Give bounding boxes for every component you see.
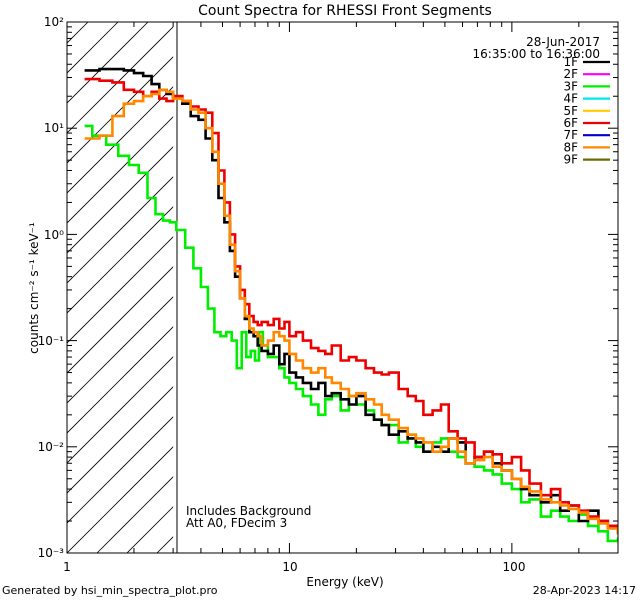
chart-title: Count Spectra for RHESSI Front Segments bbox=[198, 3, 492, 19]
hatch-line bbox=[427, 22, 640, 553]
legend-label-6F: 6F bbox=[563, 116, 578, 130]
hatch-line bbox=[67, 236, 174, 344]
hatch-line bbox=[307, 22, 640, 553]
hatch-line bbox=[67, 56, 174, 164]
x-tick-label-1: 1 bbox=[63, 560, 71, 574]
hatch-line bbox=[457, 22, 640, 553]
x-axis-label: Energy (keV) bbox=[306, 575, 383, 589]
hatch-line bbox=[0, 22, 28, 553]
hatch-line bbox=[67, 22, 149, 104]
series-line-8F bbox=[84, 88, 618, 535]
y-tick-label-1e1: 10¹ bbox=[44, 121, 64, 135]
hatch-line bbox=[367, 22, 640, 553]
y-tick-label-1e-2: 10⁻² bbox=[38, 440, 65, 454]
hatch-line bbox=[67, 206, 174, 314]
date-label: 28-Jun-2017 bbox=[526, 35, 600, 49]
y-tick-label-1e0: 10⁰ bbox=[44, 228, 64, 242]
legend-label-3F: 3F bbox=[563, 79, 578, 93]
hatch-line bbox=[577, 22, 640, 553]
hatched-region bbox=[0, 22, 640, 553]
hatch-line bbox=[517, 22, 640, 553]
legend-label-2F: 2F bbox=[563, 67, 578, 81]
hatch-line bbox=[547, 22, 640, 553]
legend-label-4F: 4F bbox=[563, 92, 578, 106]
hatch-line bbox=[67, 86, 174, 194]
hatch-line bbox=[607, 22, 640, 553]
footer-generator: Generated by hsi_min_spectra_plot.pro bbox=[2, 584, 218, 597]
hatch-line bbox=[67, 266, 174, 374]
hatch-line bbox=[67, 146, 174, 254]
legend-label-1F: 1F bbox=[563, 55, 578, 69]
series-line-3F bbox=[84, 124, 618, 543]
y-tick-label-1e-1: 10⁻¹ bbox=[38, 334, 65, 348]
hatch-line bbox=[67, 176, 174, 284]
y-tick-label-1e-3: 10⁻³ bbox=[38, 546, 65, 560]
x-tick-label-10: 10 bbox=[282, 560, 297, 574]
legend-label-8F: 8F bbox=[563, 140, 578, 154]
legend-label-5F: 5F bbox=[563, 104, 578, 118]
plot-frame bbox=[66, 21, 619, 554]
x-tick-label-100: 100 bbox=[503, 560, 526, 574]
hatch-line bbox=[67, 22, 119, 74]
hatch-line bbox=[67, 416, 174, 524]
series-layer bbox=[84, 67, 618, 543]
hatch-line bbox=[67, 26, 174, 134]
footer-timestamp: 28-Apr-2023 14:17 bbox=[533, 584, 636, 597]
hatch-line bbox=[247, 22, 640, 553]
hatch-line bbox=[337, 22, 640, 553]
y-tick-label-1e2: 10² bbox=[44, 15, 64, 29]
series-line-1F bbox=[84, 67, 618, 532]
series-line-6F bbox=[84, 77, 618, 535]
y-axis-label: counts cm⁻² s⁻¹ keV⁻¹ bbox=[27, 222, 41, 354]
hatch-line bbox=[67, 356, 174, 464]
hatch-line bbox=[67, 446, 174, 553]
hatch-line bbox=[277, 22, 640, 553]
legend-label-9F: 9F bbox=[563, 153, 578, 167]
annotation-attenuator: Att A0, FDecim 3 bbox=[186, 516, 287, 530]
legend-label-7F: 7F bbox=[563, 128, 578, 142]
hatch-line bbox=[67, 22, 89, 44]
time-range-label: 16:35:00 to 16:36:00 bbox=[473, 47, 600, 61]
annotation-background: Includes Background bbox=[186, 504, 311, 518]
hatch-line bbox=[67, 386, 174, 494]
hatch-line bbox=[397, 22, 640, 553]
axis-ticks bbox=[66, 21, 619, 554]
